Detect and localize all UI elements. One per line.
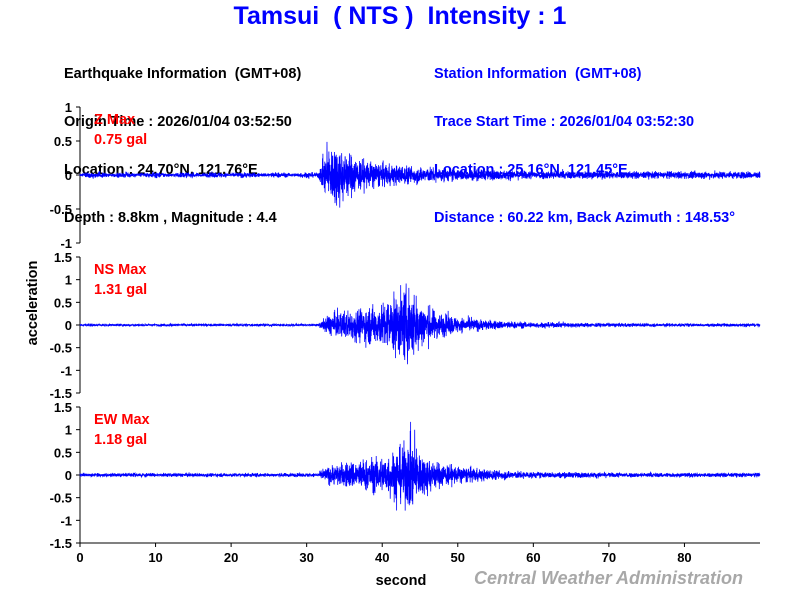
station-info: Station Information (GMT+08) Trace Start… (434, 34, 735, 242)
y-tick-label: -1.5 (50, 386, 72, 401)
y-tick-label: -0.5 (50, 202, 72, 217)
y-tick-label: 1 (65, 100, 72, 115)
y-tick-label: 0 (65, 168, 72, 183)
waveform-ns (79, 283, 761, 365)
x-tick-label: 20 (224, 550, 238, 565)
max-value-ns: 1.31 gal (94, 282, 147, 298)
y-tick-label: 0 (65, 468, 72, 483)
x-tick-label: 30 (299, 550, 313, 565)
y-tick-label: 0 (65, 318, 72, 333)
earthquake-info-heading: Earthquake Information (GMT+08) (64, 66, 302, 82)
x-tick-label: 80 (677, 550, 691, 565)
y-axis-title: acceleration (25, 261, 41, 346)
x-tick-label: 0 (76, 550, 83, 565)
credit-text: Central Weather Administration (474, 568, 744, 588)
origin-time: Origin Time : 2026/01/04 03:52:50 (64, 114, 292, 130)
y-tick-label: -0.5 (50, 491, 72, 506)
y-tick-label: 1.5 (54, 250, 72, 265)
waveform-z (79, 141, 761, 208)
x-tick-label: 50 (451, 550, 465, 565)
station-distance: Distance : 60.22 km, Back Azimuth : 148.… (434, 210, 736, 226)
max-value-z: 0.75 gal (94, 132, 147, 148)
x-tick-label: 10 (148, 550, 162, 565)
y-tick-label: -0.5 (50, 341, 72, 356)
max-label-ew: EW Max (94, 412, 150, 428)
trace-start-time: Trace Start Time : 2026/01/04 03:52:30 (434, 114, 695, 130)
x-tick-label: 60 (526, 550, 540, 565)
waveform-ew (79, 421, 761, 511)
y-tick-label: 0.5 (54, 134, 72, 149)
max-value-ew: 1.18 gal (94, 432, 147, 448)
max-label-z: Z Max (94, 112, 135, 128)
y-tick-label: -1 (60, 236, 72, 251)
y-tick-label: 1.5 (54, 400, 72, 415)
station-info-heading: Station Information (GMT+08) (434, 66, 642, 82)
y-tick-label: 1 (65, 273, 72, 288)
y-tick-label: -1 (60, 363, 72, 378)
chart-title: Tamsui ( NTS ) Intensity : 1 (233, 2, 567, 30)
y-tick-label: -1 (60, 513, 72, 528)
y-tick-label: 0.5 (54, 295, 72, 310)
y-tick-label: 1 (65, 423, 72, 438)
x-axis-title: second (376, 573, 427, 589)
depth-magnitude: Depth : 8.8km , Magnitude : 4.4 (64, 210, 277, 226)
x-tick-label: 70 (602, 550, 616, 565)
y-tick-label: -1.5 (50, 536, 72, 551)
x-tick-label: 40 (375, 550, 389, 565)
max-label-ns: NS Max (94, 262, 146, 278)
y-tick-label: 0.5 (54, 445, 72, 460)
